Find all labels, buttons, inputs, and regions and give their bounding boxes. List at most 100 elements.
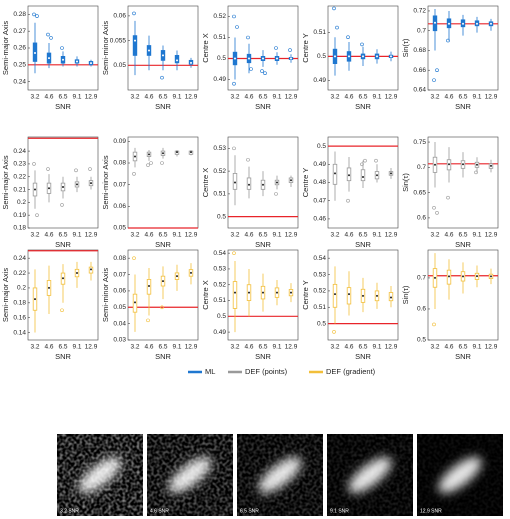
x-axis-label: SNR — [155, 352, 171, 361]
outlier — [363, 158, 367, 163]
y-tick-label: 0.5 — [217, 313, 226, 320]
median — [348, 174, 350, 177]
y-tick-label: 0.52 — [213, 168, 226, 175]
plot-area — [327, 5, 399, 91]
median — [476, 163, 478, 166]
y-tick-label: 0.23 — [13, 161, 26, 168]
x-tick-label: 9.1 — [72, 344, 81, 351]
x-axis-label: SNR — [55, 240, 71, 249]
y-tick-label: 0.46 — [313, 216, 326, 223]
outlier — [35, 213, 39, 217]
outlier — [49, 36, 53, 40]
plot-area — [27, 5, 99, 91]
median — [362, 294, 364, 297]
median — [434, 276, 436, 279]
outlier — [232, 146, 236, 151]
median — [148, 49, 150, 52]
x-tick-label: 6.5 — [58, 232, 67, 239]
image-label: 9.1 SNR — [330, 508, 349, 514]
y-tick-label: 0.26 — [13, 45, 26, 52]
plot-area — [227, 249, 299, 341]
outlier — [146, 163, 150, 167]
median — [362, 176, 364, 179]
median — [162, 152, 164, 155]
x-tick-label: 12.9 — [185, 94, 198, 101]
y-tick-label: 0.75 — [413, 139, 426, 146]
x-tick-label: 6.5 — [158, 232, 167, 239]
x-tick-label: 3.2 — [230, 94, 239, 101]
x-tick-label: 4.6 — [44, 94, 53, 101]
outlier — [132, 256, 136, 260]
outlier — [235, 25, 239, 29]
y-tick-label: 0.7 — [417, 27, 426, 34]
x-tick-label: 6.5 — [458, 232, 467, 239]
y-tick-label: 0.24 — [13, 148, 26, 155]
outlier — [232, 251, 236, 255]
y-tick-label: 0.52 — [213, 281, 226, 288]
median — [434, 163, 436, 166]
y-tick-label: 0.08 — [113, 255, 126, 262]
median — [162, 54, 164, 57]
x-tick-label: 3.2 — [130, 344, 139, 351]
outlier — [132, 172, 136, 176]
y-tick-label: 0.24 — [13, 255, 26, 262]
outlier — [288, 48, 292, 52]
x-tick-label: 12.9 — [185, 232, 198, 239]
y-tick-label: 0.51 — [213, 191, 226, 198]
y-tick-label: 0.05 — [113, 304, 126, 311]
median — [176, 275, 178, 278]
x-axis-label: SNR — [255, 352, 271, 361]
median — [348, 293, 350, 296]
median — [62, 58, 64, 61]
median — [90, 62, 92, 65]
y-tick-label: 0.68 — [413, 47, 426, 54]
outlier — [160, 305, 164, 310]
x-tick-label: 4.6 — [244, 94, 253, 101]
x-tick-label: 4.6 — [344, 94, 353, 101]
y-tick-label: 0.08 — [113, 160, 126, 167]
outlier — [346, 198, 350, 203]
x-tick-label: 9.1 — [272, 232, 281, 239]
median — [490, 164, 492, 167]
legend-label: DEF (gradient) — [326, 367, 376, 376]
x-axis-label: SNR — [255, 240, 271, 249]
y-tick-label: 0.05 — [113, 225, 126, 232]
y-tick-label: 0.06 — [113, 203, 126, 210]
x-tick-label: 12.9 — [485, 94, 498, 101]
outlier — [46, 167, 50, 171]
median — [148, 153, 150, 156]
box — [332, 283, 338, 308]
median — [434, 21, 436, 24]
x-tick-label: 4.6 — [344, 232, 353, 239]
y-tick-label: 0.65 — [413, 189, 426, 196]
median — [148, 285, 150, 287]
y-tick-label: 0.19 — [13, 212, 26, 219]
outlier — [360, 42, 364, 47]
median — [476, 22, 478, 25]
outlier — [160, 161, 164, 165]
x-tick-label: 12.9 — [385, 344, 398, 351]
median — [248, 57, 250, 60]
x-tick-label: 3.2 — [30, 344, 39, 351]
y-tick-label: 0.72 — [413, 8, 426, 15]
outlier — [160, 75, 164, 80]
y-axis-label: Semi-minor Axis — [101, 155, 110, 209]
outlier — [46, 32, 50, 37]
plot-area — [127, 249, 199, 341]
x-axis-label: SNR — [355, 102, 371, 111]
y-tick-label: 0.09 — [113, 138, 126, 145]
y-tick-label: 0.64 — [413, 87, 426, 94]
median — [462, 275, 464, 278]
median — [276, 291, 278, 294]
outlier — [60, 203, 64, 207]
y-tick-label: 0.49 — [313, 77, 326, 84]
y-axis-label: Semi-minor Axis — [101, 268, 110, 322]
x-tick-label: 9.1 — [172, 344, 181, 351]
x-tick-label: 12.9 — [85, 232, 98, 239]
x-tick-label: 6.5 — [58, 344, 67, 351]
outlier — [260, 69, 264, 73]
outlier — [74, 168, 78, 173]
median — [190, 271, 192, 274]
x-tick-label: 3.2 — [430, 232, 439, 239]
